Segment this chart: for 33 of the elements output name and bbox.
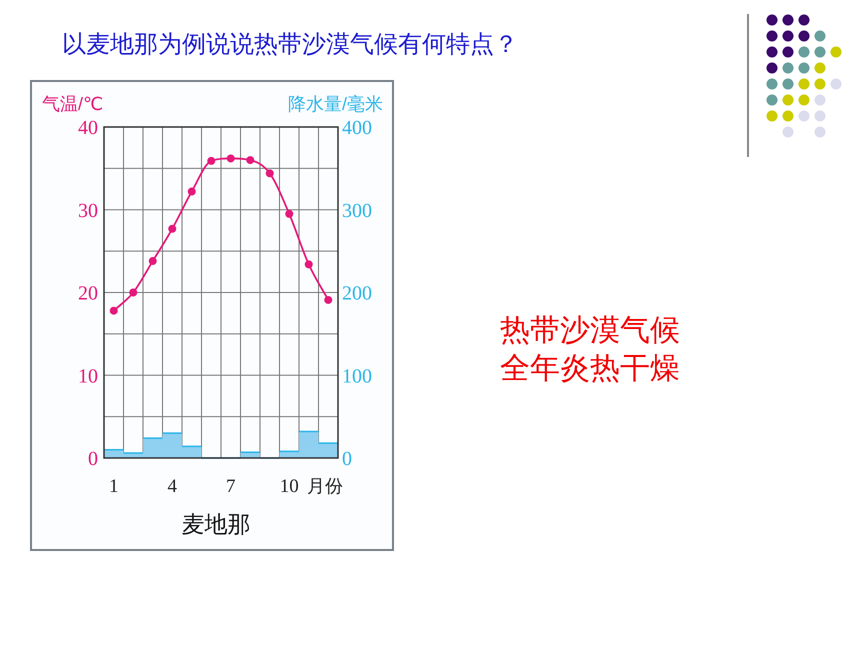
x-tick-label: 1 (109, 476, 118, 497)
y-tick-label: 20 (78, 282, 98, 304)
y-tick-label: 30 (78, 200, 98, 222)
point (110, 306, 118, 315)
y2-tick-label: 400 (342, 117, 372, 139)
x-tick-label: 7 (226, 476, 236, 497)
y2-tick-label: 100 (342, 365, 372, 388)
point (226, 154, 235, 162)
y2-tick-label: 300 (342, 200, 372, 222)
point (168, 224, 176, 233)
point (129, 288, 138, 296)
y-axis-title: 气温/℃ (42, 94, 104, 114)
point (285, 210, 294, 218)
y-tick-label: 0 (88, 448, 98, 470)
point (148, 257, 157, 266)
chart-title: 以麦地那为例说说热带沙漠气候有何特点？ (62, 31, 518, 58)
y-tick-label: 10 (78, 365, 98, 388)
point (246, 156, 254, 164)
x-axis-title: 月份 (307, 476, 343, 496)
point (266, 169, 274, 178)
y2-axis-title: 降水量/毫米 (288, 94, 383, 114)
text: 全年炎热干燥 (500, 352, 680, 385)
point (324, 296, 332, 304)
x-tick-label: 4 (168, 476, 178, 497)
text: 热带沙漠气候 (500, 314, 680, 347)
y2-tick-label: 0 (342, 448, 352, 470)
x-tick-label: 10 (280, 476, 299, 497)
y2-tick-label: 200 (342, 282, 372, 304)
y-tick-label: 40 (78, 117, 98, 139)
point (188, 188, 196, 196)
text: 麦地那 (182, 511, 250, 537)
point (207, 156, 216, 165)
point (304, 260, 313, 268)
